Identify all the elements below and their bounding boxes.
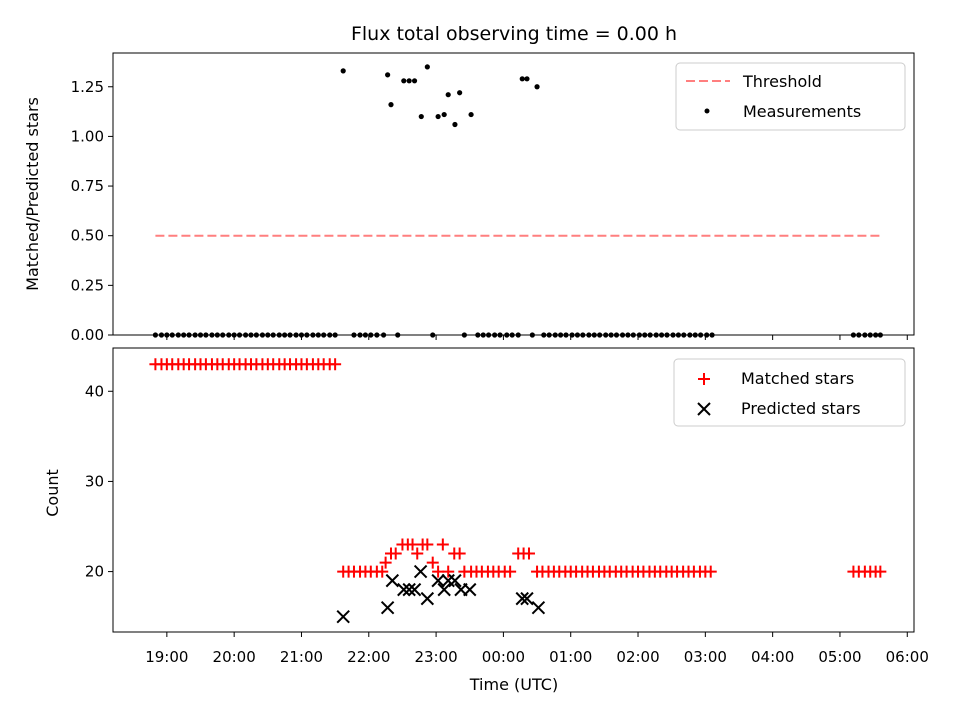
matched-stars-point <box>442 565 455 578</box>
bottom-legend-entry-predicted: Predicted stars <box>741 399 861 418</box>
y-tick-label: 40 <box>85 382 104 400</box>
measurements-point <box>340 68 346 74</box>
predicted-stars-point <box>448 573 462 588</box>
measurements-point <box>406 78 412 84</box>
x-tick-label: 01:00 <box>549 648 592 666</box>
x-tick-label: 23:00 <box>414 648 457 666</box>
bottom-legend: Matched stars Predicted stars <box>673 358 906 427</box>
measurements-point <box>424 64 430 70</box>
bottom-plot: Count Time (UTC) 20 30 40 19:00 20:00 21:00 2… <box>43 347 929 694</box>
y-tick-label: 0.25 <box>71 276 104 294</box>
x-tick-label: 00:00 <box>482 648 525 666</box>
predicted-stars-point <box>520 591 534 606</box>
top-plot-x-ticks <box>166 335 908 340</box>
top-legend-box <box>675 62 906 131</box>
predicted-stars-point <box>413 564 428 579</box>
x-tick-label: 02:00 <box>616 648 659 666</box>
predicted-stars-point <box>380 600 395 615</box>
matched-stars-point <box>432 565 445 578</box>
matched-stars-point <box>379 556 392 569</box>
top-plot-ylabel: Matched/Predicted stars <box>23 97 42 291</box>
matched-stars-point <box>874 565 887 578</box>
matched-stars-point <box>453 547 466 560</box>
top-plot-title: Flux total observing time = 0.00 h <box>351 23 677 45</box>
matched-stars-point <box>504 565 517 578</box>
matched-stars-point <box>421 538 434 551</box>
measurements-point <box>385 72 391 78</box>
x-tick-label: 05:00 <box>818 648 861 666</box>
x-tick-label: 19:00 <box>145 648 188 666</box>
measurements-point <box>519 76 525 82</box>
measurements-point <box>457 90 463 96</box>
x-tick-label: 22:00 <box>347 648 390 666</box>
measurements-point <box>411 78 418 84</box>
predicted-stars-point <box>431 573 445 588</box>
predicted-stars-point <box>407 582 422 597</box>
measurements-legend-marker <box>704 108 710 114</box>
predicted-stars-point <box>397 582 411 597</box>
y-tick-label: 0.00 <box>71 326 104 344</box>
measurements-point <box>468 111 474 118</box>
y-tick-label: 1.25 <box>71 78 104 96</box>
measurements-point <box>534 84 540 90</box>
measurements-point <box>435 113 441 120</box>
predicted-stars-point <box>515 591 529 606</box>
predicted-stars-point <box>336 609 350 624</box>
measurements-point <box>418 113 424 120</box>
x-tick-label: 21:00 <box>280 648 323 666</box>
top-legend-entry-measurements: Measurements <box>743 102 861 121</box>
matched-stars-point <box>389 547 402 560</box>
x-tick-label: 06:00 <box>886 648 929 666</box>
matched-stars-point <box>436 538 449 551</box>
top-plot-y-ticks: 0.00 0.25 0.50 0.75 1.00 1.25 <box>71 78 113 344</box>
predicted-stars-point <box>531 600 546 615</box>
matched-stars-legend-marker <box>698 373 710 385</box>
x-tick-label: 20:00 <box>213 648 256 666</box>
predicted-stars-point <box>420 591 435 606</box>
y-tick-label: 30 <box>85 472 104 490</box>
measurements-point <box>441 111 447 118</box>
bottom-plot-frame <box>112 347 915 633</box>
bottom-legend-box <box>673 358 906 427</box>
bottom-plot-xlabel: Time (UTC) <box>469 675 558 694</box>
measurements-point <box>401 78 407 84</box>
bottom-legend-entry-matched: Matched stars <box>741 369 854 388</box>
matched-stars-point <box>522 547 535 560</box>
top-legend: Threshold Measurements <box>675 62 906 131</box>
bottom-plot-marks <box>149 358 887 624</box>
bottom-plot-y-ticks: 20 30 40 <box>85 382 113 581</box>
y-tick-label: 1.00 <box>71 127 104 145</box>
measurements-point <box>524 76 530 82</box>
matched-stars-point <box>704 565 717 578</box>
y-tick-label: 0.50 <box>71 227 104 245</box>
top-legend-entry-threshold: Threshold <box>742 72 822 91</box>
x-tick-label: 04:00 <box>751 648 794 666</box>
top-plot-frame <box>112 52 915 336</box>
bottom-plot-x-ticks: 19:00 20:00 21:00 22:00 23:00 00:00 01:00 02:00… <box>145 632 929 666</box>
predicted-stars-legend-marker <box>697 402 711 416</box>
predicted-stars-point <box>385 573 400 588</box>
measurements-point <box>445 92 451 98</box>
matched-stars-point <box>406 538 419 551</box>
x-tick-label: 03:00 <box>684 648 727 666</box>
y-tick-label: 0.75 <box>71 177 104 195</box>
bottom-plot-ylabel: Count <box>43 469 62 517</box>
matched-stars-point <box>426 556 439 569</box>
y-tick-label: 20 <box>85 563 104 581</box>
measurements-point <box>388 102 394 108</box>
matched-stars-point <box>376 565 389 578</box>
matched-stars-point <box>411 547 424 560</box>
predicted-stars-point <box>437 582 451 597</box>
predicted-stars-point <box>402 582 416 597</box>
matched-stars-point <box>329 358 342 371</box>
measurements-point <box>452 121 458 128</box>
predicted-stars-point <box>463 582 477 597</box>
top-plot: Flux total observing time = 0.00 h Match… <box>23 23 915 344</box>
